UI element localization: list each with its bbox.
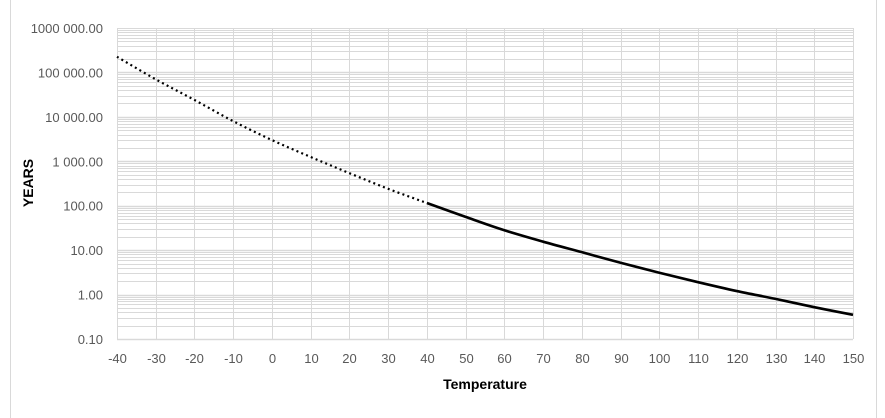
x-tick-label: -10: [224, 351, 243, 366]
x-tick-label: 50: [459, 351, 473, 366]
x-tick-label: 130: [766, 351, 788, 366]
y-axis-title: YEARS: [20, 159, 36, 207]
x-axis-title: Temperature: [443, 376, 527, 392]
x-tick-label: -30: [147, 351, 166, 366]
y-tick-label: 10 000.00: [45, 110, 103, 125]
y-tick-label: 10.00: [70, 243, 103, 258]
x-tick-label: 60: [497, 351, 511, 366]
y-tick-label: 100.00: [63, 199, 103, 214]
y-tick-label: 0.10: [78, 332, 103, 347]
x-tick-label: 80: [575, 351, 589, 366]
x-tick-label: 120: [727, 351, 749, 366]
x-tick-label: 10: [304, 351, 318, 366]
y-tick-label: 100 000.00: [38, 65, 103, 80]
x-tick-label: 150: [843, 351, 865, 366]
dotted-series-line: [116, 55, 428, 205]
x-tick-label: 20: [342, 351, 356, 366]
x-tick-label: 70: [536, 351, 550, 366]
y-tick-label: 1 000.00: [52, 154, 103, 169]
series-lines: [116, 55, 854, 317]
x-tick-label: 90: [614, 351, 628, 366]
y-tick-labels: 1000 000.00 100 000.00 10 000.00 1 000.00 10…: [31, 21, 103, 347]
y-tick-label: 1.00: [78, 288, 103, 303]
solid-series-line: [426, 201, 854, 317]
x-tick-label: 30: [381, 351, 395, 366]
x-tick-label: 40: [420, 351, 434, 366]
x-tick-labels: -40 -30 -20 -10 0 10 20 30 40 50 60 70 80 90 100 110 120…: [108, 351, 864, 366]
x-tick-label: 140: [804, 351, 826, 366]
x-tick-label: 100: [649, 351, 671, 366]
x-tick-label: -20: [185, 351, 204, 366]
x-tick-label: -40: [108, 351, 127, 366]
gridlines: [117, 28, 854, 341]
x-tick-label: 110: [688, 351, 709, 366]
x-tick-label: 0: [269, 351, 276, 366]
y-tick-label: 1000 000.00: [31, 21, 103, 36]
